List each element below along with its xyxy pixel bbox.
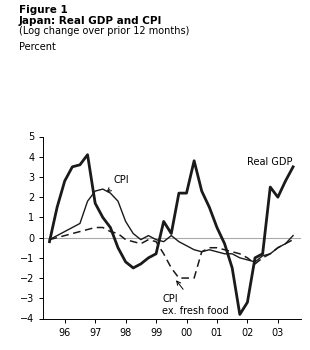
- Text: (Log change over prior 12 months): (Log change over prior 12 months): [19, 26, 189, 36]
- Text: Percent: Percent: [19, 42, 55, 52]
- Text: Real GDP: Real GDP: [247, 157, 293, 167]
- Text: CPI
ex. fresh food: CPI ex. fresh food: [162, 281, 229, 316]
- Text: Japan: Real GDP and CPI: Japan: Real GDP and CPI: [19, 16, 162, 26]
- Text: CPI: CPI: [107, 175, 129, 192]
- Text: Figure 1: Figure 1: [19, 5, 67, 15]
